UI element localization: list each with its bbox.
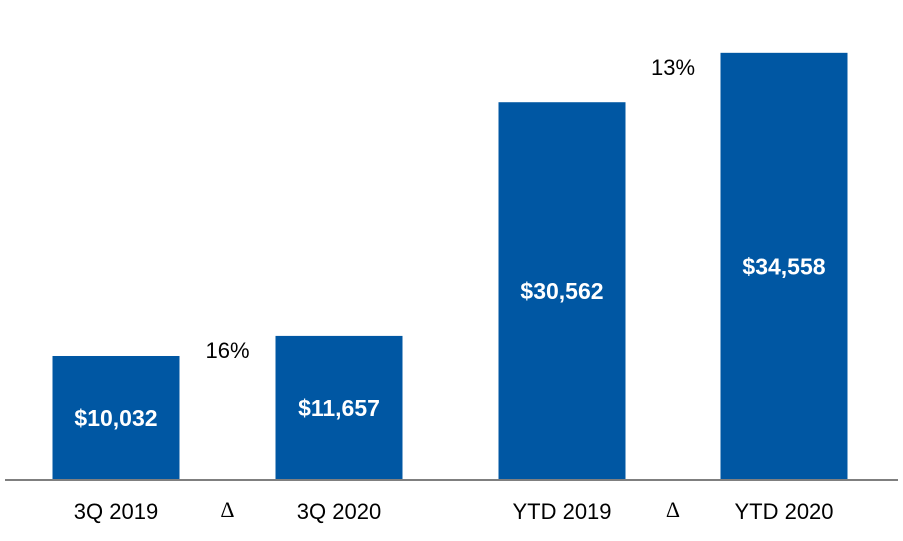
x-tick-label: 3Q 2020 [297,499,381,524]
delta-symbol: Δ [220,497,234,522]
bar-value-label: $34,558 [742,253,825,279]
x-tick-label: YTD 2019 [512,499,611,524]
delta-symbol: Δ [666,497,680,522]
bar-value-label: $10,032 [74,405,157,431]
value-labels-group: $10,032 $11,657 $30,562 $34,558 [74,253,825,431]
percent-change-label: 16% [205,338,249,363]
bar-3q-2019 [52,355,180,480]
bar-ytd-2019 [498,102,626,480]
percent-change-label: 13% [651,55,695,80]
bar-value-label: $11,657 [298,395,380,421]
x-tick-labels-group: 3Q 2019 3Q 2020 YTD 2019 YTD 2020 [74,499,834,524]
x-tick-label: YTD 2020 [734,499,833,524]
x-tick-label: 3Q 2019 [74,499,158,524]
bar-3q-2020 [275,335,403,480]
comparison-group: 16% Δ 13% Δ [205,55,695,522]
bar-value-label: $30,562 [520,278,603,304]
bar-ytd-2020 [720,52,848,481]
bars-group [52,52,848,481]
